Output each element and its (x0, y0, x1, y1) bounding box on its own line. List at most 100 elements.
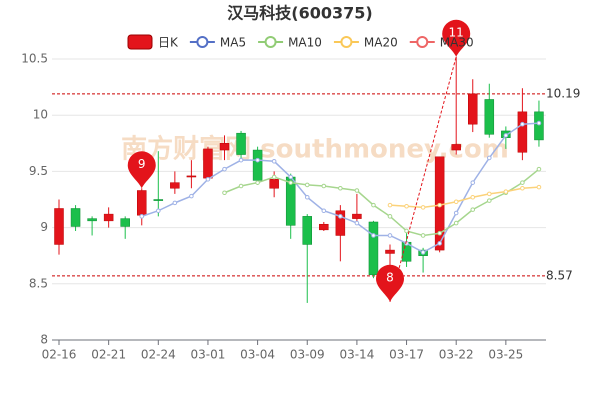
ma-point (205, 176, 211, 182)
ma-point (437, 230, 442, 236)
ma-point (222, 166, 227, 172)
ma-point (453, 210, 459, 216)
legend-label: 日K (158, 36, 179, 50)
legend-icon (127, 34, 153, 50)
x-tick-label: 02-24 (141, 348, 176, 362)
ma-point (420, 233, 426, 238)
candle-body (170, 182, 180, 189)
ma-point (420, 205, 426, 210)
ma-point (487, 155, 492, 161)
chart-title: 汉马科技(600375) (227, 4, 372, 23)
y-tick-label: 10 (33, 108, 48, 122)
candle-body (302, 216, 312, 245)
ma-point (172, 200, 178, 206)
ma-point (387, 202, 393, 208)
candle-body (70, 208, 81, 227)
ma-point (404, 203, 409, 209)
legend-label: MA20 (364, 36, 398, 50)
ma-line (224, 168, 540, 237)
ma-point (288, 180, 294, 185)
ma-point (271, 158, 277, 164)
ma-point (371, 202, 376, 208)
candle-body (54, 208, 64, 245)
candle-body (186, 175, 197, 178)
ma-point (520, 185, 525, 191)
candle-body (252, 149, 263, 181)
ma-point (238, 183, 244, 189)
ma-point (503, 133, 509, 138)
ma-point (470, 180, 476, 185)
ma-point (354, 188, 360, 193)
candle-body (517, 111, 528, 153)
candle-body (153, 199, 164, 201)
legend-icon (416, 36, 429, 48)
ma-point (420, 250, 426, 255)
ma-point (437, 241, 442, 246)
annotation-label: 9 (138, 157, 146, 171)
annotation-pin (442, 19, 471, 57)
annotation-pin (127, 151, 156, 189)
x-tick-label: 03-22 (439, 348, 474, 362)
ma-point (238, 157, 244, 163)
x-tick-label: 03-17 (389, 348, 424, 362)
candle-body (203, 148, 213, 179)
candle-body (534, 111, 544, 141)
ma-point (255, 180, 260, 185)
candle-body (468, 93, 478, 125)
ma-point (288, 174, 294, 180)
ma-point (255, 157, 260, 163)
annotation-label: 8 (386, 270, 394, 284)
ma-point (338, 214, 343, 219)
ma-point (536, 166, 542, 172)
ma-point (387, 214, 393, 219)
candle-body (269, 179, 279, 189)
ma-point (536, 184, 542, 190)
ma-point (453, 199, 459, 205)
candle-body (87, 218, 97, 222)
legend-label: MA5 (220, 36, 246, 50)
y-tick-label: 9.5 (29, 164, 48, 178)
ma-point (453, 220, 459, 226)
reference-label: 8.57 (546, 268, 573, 282)
ma-point (189, 193, 194, 199)
x-tick-label: 03-04 (240, 348, 275, 362)
ma-point (470, 194, 476, 200)
y-tick-label: 8 (40, 333, 48, 347)
ma-point (503, 189, 509, 194)
x-tick-label: 03-14 (339, 348, 374, 362)
ma-point (354, 220, 360, 226)
ma-point (487, 191, 492, 197)
ma-point (470, 207, 476, 212)
ma-point (371, 233, 376, 238)
ma-point (520, 121, 525, 127)
candle-body (385, 249, 395, 254)
ma-point (304, 182, 310, 188)
ma-point (304, 194, 310, 200)
candle-body (352, 213, 362, 219)
ma-point (222, 190, 227, 196)
candle-body (137, 190, 147, 216)
ma-point (520, 180, 525, 185)
x-tick-label: 03-25 (488, 348, 523, 362)
candle-body (319, 223, 329, 231)
y-tick-label: 8.5 (29, 276, 48, 290)
reference-label: 10.19 (546, 86, 580, 100)
candle-body (451, 144, 461, 151)
x-tick-label: 03-01 (191, 348, 226, 362)
annotation-pin (376, 264, 404, 302)
watermark: 南方财富网 southmoney.com (121, 134, 509, 165)
candle-body (236, 132, 246, 155)
ma-point (321, 208, 327, 214)
x-tick-label: 02-16 (42, 348, 77, 362)
ma-point (387, 233, 393, 238)
ma-point (321, 183, 327, 189)
candle-body (103, 213, 114, 222)
ma-point (487, 198, 492, 203)
candle-body (335, 210, 346, 236)
legend-label: MA30 (440, 36, 474, 50)
ma-point (404, 228, 409, 234)
x-tick-label: 03-09 (290, 348, 325, 362)
candle-body (484, 99, 495, 135)
ma-point (338, 185, 343, 191)
